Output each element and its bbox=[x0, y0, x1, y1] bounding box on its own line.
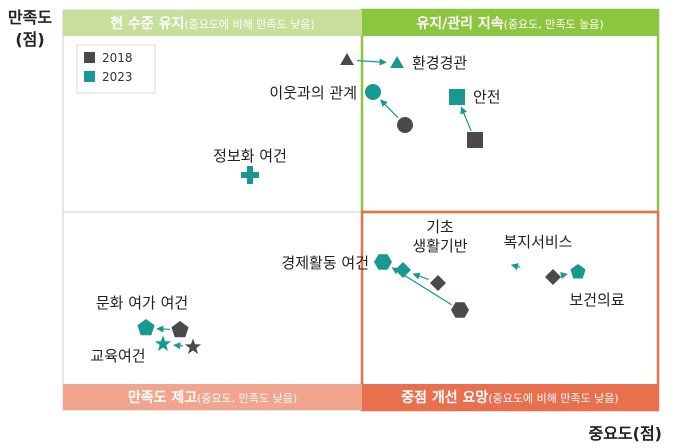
quadrant-title-tl: 현 수준 유지(중요도에 비해 만족도 낮음) bbox=[110, 16, 315, 32]
change-arrow-1 bbox=[380, 99, 399, 119]
quadrant-title-note: (중요도, 만족도 낮음) bbox=[197, 392, 297, 405]
marker-2023-1 bbox=[365, 84, 381, 100]
marker-2018-8 bbox=[171, 321, 189, 338]
quadrant-title-main: 중점 개선 요망 bbox=[401, 389, 488, 406]
point-label-1: 이웃과의 관계 bbox=[269, 84, 357, 102]
quadrant-header-br bbox=[362, 384, 658, 410]
quadrant-title-bl: 만족도 제고(중요도, 만족도 낮음) bbox=[128, 390, 297, 406]
change-arrow-5 bbox=[412, 272, 429, 281]
marker-2023-3 bbox=[241, 166, 259, 184]
quadrant-title-tr: 유지/관리 지속(중요도, 만족도 높음) bbox=[416, 15, 603, 32]
marker-2023-8 bbox=[137, 319, 155, 336]
point-label-3: 정보화 여건 bbox=[213, 147, 287, 165]
marker-2023-5 bbox=[395, 262, 411, 278]
marker-2018-6 bbox=[525, 262, 533, 278]
legend-swatch-2018 bbox=[84, 52, 95, 63]
point-label-line: 이웃과의 관계 bbox=[269, 84, 357, 102]
point-label-line: 안전 bbox=[473, 88, 501, 106]
marker-2023-0 bbox=[390, 56, 404, 68]
legend-label-2023: 2023 bbox=[102, 70, 133, 84]
quadrant-title-note: (중요도에 비해 만족도 낮음) bbox=[488, 391, 618, 405]
marker-2018-1 bbox=[397, 117, 413, 133]
change-arrow-9 bbox=[173, 342, 184, 350]
marker-2023-4 bbox=[374, 254, 392, 270]
y-axis-label: 만족도 bbox=[7, 8, 53, 27]
x-axis-label: 중요도(점) bbox=[588, 424, 662, 443]
change-arrow-6 bbox=[510, 263, 521, 271]
marker-2018-9 bbox=[184, 338, 202, 354]
quadrant-title-br: 중점 개선 요망(중요도에 비해 만족도 낮음) bbox=[401, 389, 618, 406]
quadrant-title-main: 만족도 제고 bbox=[128, 390, 197, 406]
marker-2023-2 bbox=[449, 89, 465, 105]
point-label-8: 문화 여가 여건 bbox=[96, 294, 188, 312]
legend: 2018 2023 bbox=[76, 44, 156, 94]
point-label-line: 복지서비스 bbox=[503, 233, 572, 251]
point-label-line: 기초 bbox=[426, 218, 454, 236]
point-label-6: 복지서비스 bbox=[503, 233, 572, 251]
point-label-2: 안전 bbox=[473, 88, 501, 106]
quadrant-header-tr bbox=[362, 10, 658, 36]
point-label-line: 생활기반 bbox=[412, 237, 467, 255]
change-arrow-7 bbox=[560, 271, 568, 279]
point-label-line: 보건의료 bbox=[569, 291, 624, 309]
quadrant-header-tl bbox=[63, 10, 362, 36]
quadrant-title-main: 현 수준 유지 bbox=[110, 16, 184, 32]
change-arrow-8 bbox=[156, 325, 171, 333]
change-arrow-0 bbox=[356, 58, 387, 66]
point-label-9: 교육여건 bbox=[90, 347, 145, 365]
y-axis-unit: (점) bbox=[15, 30, 45, 49]
marker-2023-6 bbox=[496, 254, 504, 270]
quadrant-frame-tr bbox=[360, 8, 660, 214]
point-label-0: 환경경관 bbox=[412, 54, 467, 72]
legend-label-2018: 2018 bbox=[102, 51, 133, 65]
point-label-line: 교육여건 bbox=[90, 347, 145, 365]
quadrant-frame-tl bbox=[62, 9, 363, 213]
point-label-line: 문화 여가 여건 bbox=[96, 294, 188, 312]
quadrant-title-main: 유지/관리 지속 bbox=[416, 15, 503, 32]
point-label-4: 경제활동 여건 bbox=[281, 254, 369, 272]
marker-2018-4 bbox=[451, 302, 469, 318]
marker-2018-0 bbox=[340, 53, 354, 65]
point-label-line: 정보화 여건 bbox=[213, 147, 287, 165]
point-label-7: 보건의료 bbox=[569, 291, 624, 309]
quadrant-header-bl bbox=[63, 384, 362, 410]
change-arrow-2 bbox=[460, 106, 472, 132]
marker-2023-7 bbox=[570, 264, 586, 279]
marker-2018-2 bbox=[467, 132, 483, 148]
point-label-line: 환경경관 bbox=[412, 54, 467, 72]
quadrant-title-note: (중요도, 만족도 높음) bbox=[504, 18, 604, 31]
point-label-5: 기초 생활기반 bbox=[412, 218, 467, 255]
point-label-line: 경제활동 여건 bbox=[281, 254, 369, 272]
legend-swatch-2023 bbox=[84, 71, 95, 82]
marker-2018-5 bbox=[430, 275, 446, 291]
marker-2023-9 bbox=[154, 335, 172, 351]
marker-2018-7 bbox=[545, 269, 561, 285]
quadrant-title-note: (중요도에 비해 만족도 낮음) bbox=[184, 17, 314, 31]
